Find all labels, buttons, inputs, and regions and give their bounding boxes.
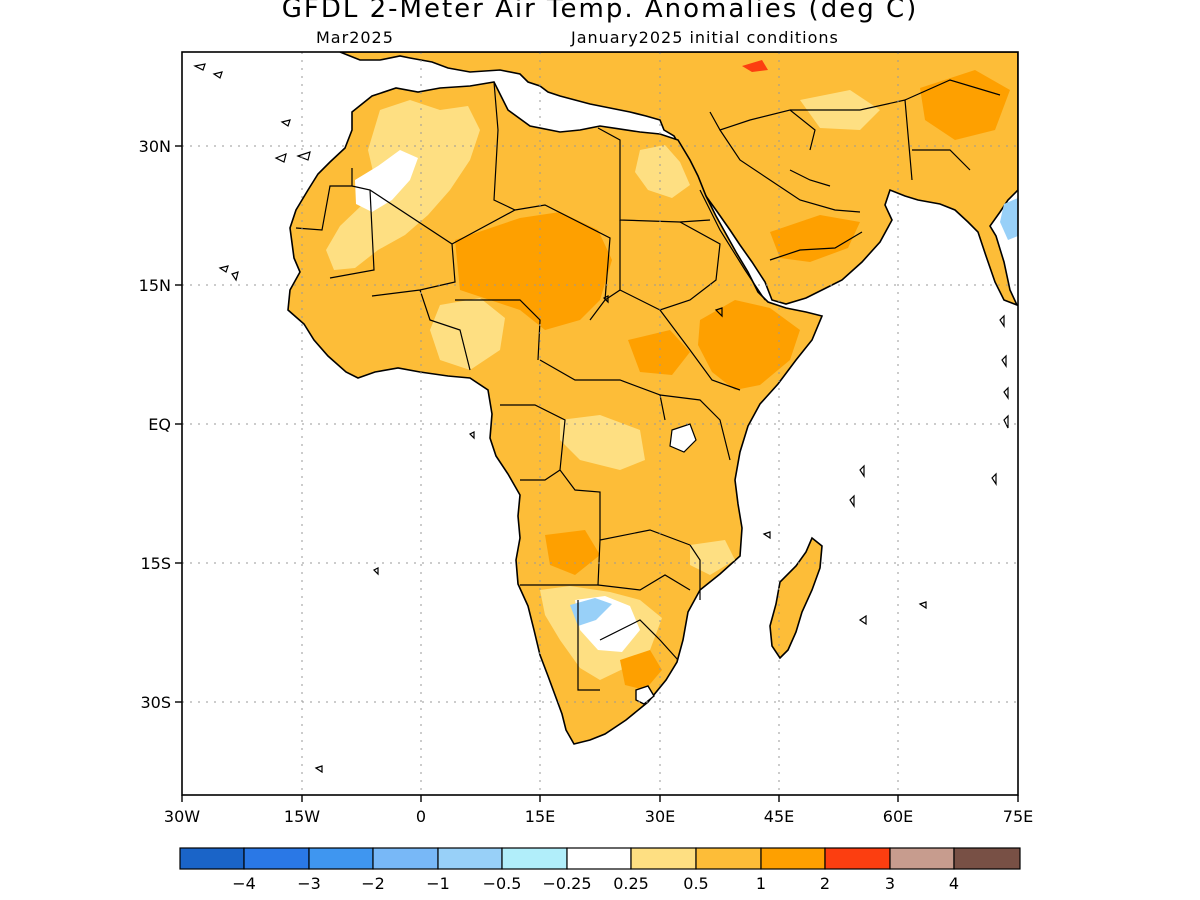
initial-conditions-label: January2025 initial conditions (571, 28, 839, 47)
neutral-spot-lesotho (635, 685, 655, 705)
legend-label: 4 (949, 874, 959, 893)
legend-swatch (630, 847, 697, 870)
weak-anomaly-egypt (635, 145, 690, 198)
axis-ticks (175, 145, 1019, 802)
color-legend (179, 847, 1021, 870)
country-borders (295, 79, 1001, 691)
weak-anomaly-mozambique (690, 540, 735, 575)
legend-labels: −4 −3 −2 −1 −0.5 −0.25 0.25 0.5 1 2 3 4 (232, 874, 959, 893)
legend-swatch (308, 847, 374, 870)
legend-swatch (760, 847, 826, 870)
lat-tick-label: 15N (139, 276, 171, 295)
legend-swatch (179, 847, 245, 870)
legend-label: −2 (361, 874, 385, 893)
legend-swatch (824, 847, 891, 870)
legend-label: −1 (426, 874, 450, 893)
legend-label: −0.5 (483, 874, 522, 893)
lon-tick-labels: 30W 15W 0 15E 30E 45E 60E 75E (164, 807, 1033, 826)
legend-swatch (566, 847, 632, 870)
legend-label: −3 (297, 874, 321, 893)
legend-label: −4 (232, 874, 256, 893)
strong-anomaly-arabia (770, 215, 860, 262)
lon-tick-label: 30E (645, 807, 675, 826)
legend-label: 0.5 (683, 874, 708, 893)
lon-tick-label: 15E (525, 807, 555, 826)
weak-anomaly-congo (560, 415, 645, 470)
strong-anomaly-angola (545, 530, 600, 575)
legend-swatch (953, 847, 1021, 870)
strong-anomaly-highveld (620, 650, 662, 690)
weak-anomaly-west-africa (430, 298, 505, 370)
legend-label: 0.25 (613, 874, 649, 893)
lat-tick-label: 30S (140, 693, 171, 712)
anomaly-map (193, 52, 1018, 774)
legend-label: −0.25 (542, 874, 591, 893)
lon-tick-label: 15W (284, 807, 320, 826)
legend-swatch (372, 847, 439, 870)
legend-label: 1 (756, 874, 766, 893)
lon-tick-label: 60E (883, 807, 913, 826)
strong-anomaly-sudan (628, 330, 690, 375)
legend-label: 3 (885, 874, 895, 893)
strong-anomaly-iran (920, 70, 1010, 140)
islands (193, 63, 1009, 774)
lat-tick-label: 30N (139, 137, 171, 156)
legend-swatch (501, 847, 568, 870)
legend-label: 2 (820, 874, 830, 893)
madagascar-land (769, 536, 823, 660)
cool-anomaly-india-coast (1000, 198, 1018, 240)
strong-anomaly-ethiopia (698, 300, 800, 390)
lon-tick-label: 0 (416, 807, 426, 826)
valid-month-label: Mar2025 (316, 28, 394, 47)
lon-tick-label: 30W (164, 807, 200, 826)
lon-tick-label: 45E (764, 807, 794, 826)
legend-swatch (889, 847, 955, 870)
lat-tick-labels: 30N 15N EQ 15S 30S (139, 137, 171, 712)
map-title: GFDL 2-Meter Air Temp. Anomalies (deg C) (281, 0, 919, 24)
hot-spot-caucasus (742, 60, 768, 72)
lon-tick-label: 75E (1003, 807, 1033, 826)
legend-swatch (695, 847, 762, 870)
lat-tick-label: EQ (148, 415, 171, 434)
cool-anomaly-kalahari (570, 598, 612, 626)
legend-swatch (243, 847, 310, 870)
graticule (182, 52, 1018, 795)
lat-tick-label: 15S (140, 554, 171, 573)
legend-swatch (437, 847, 503, 870)
